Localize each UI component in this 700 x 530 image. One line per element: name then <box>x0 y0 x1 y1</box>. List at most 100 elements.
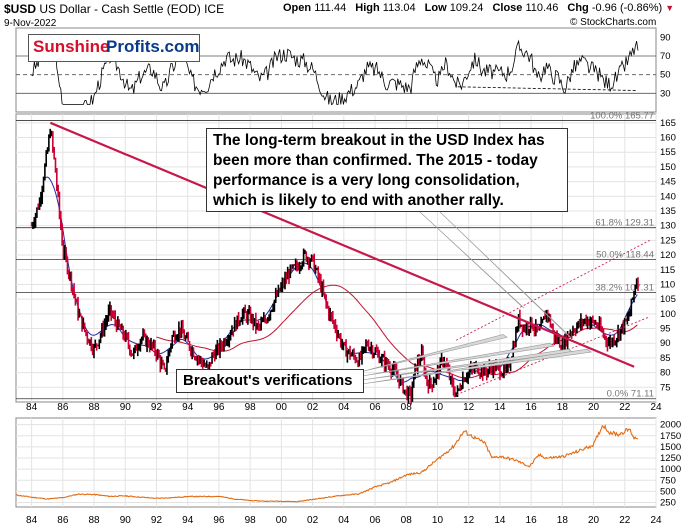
callout-line-4: which is likely to end with another rall… <box>213 192 504 209</box>
x-tick-label: 04 <box>338 515 350 526</box>
chart-header-row: $USD US Dollar - Cash Settle (EOD) ICE <box>4 2 224 16</box>
price-y-tick-label: 135 <box>660 206 676 217</box>
x-tick-label: 90 <box>120 402 132 413</box>
verification-pointer <box>361 348 574 381</box>
logo-part-profits: Profits.com <box>106 37 200 56</box>
x-tick-label: 12 <box>463 402 475 413</box>
price-y-tick-label: 120 <box>660 250 676 261</box>
exchange-label: ICE <box>204 2 225 16</box>
fibonacci-label: 0.0% 71.11 <box>607 389 654 400</box>
x-tick-label: 24 <box>650 515 662 526</box>
x-tick-label: 00 <box>276 402 288 413</box>
callout-line-1: The long-term breakout in the USD Index … <box>213 132 545 149</box>
price-y-tick-label: 90 <box>660 338 671 349</box>
watermark: © StockCharts.com <box>570 17 657 28</box>
x-tick-label: 86 <box>57 402 69 413</box>
rsi-y-tick-label: 70 <box>660 51 671 62</box>
x-tick-label: 18 <box>557 515 569 526</box>
x-tick-label: 20 <box>588 402 600 413</box>
chg-label: Chg <box>567 2 589 14</box>
open-label: Open <box>283 2 312 14</box>
x-tick-label: 12 <box>463 515 475 526</box>
rsi-y-tick-label: 30 <box>660 88 671 99</box>
price-y-tick-label: 115 <box>660 265 675 276</box>
fibonacci-label: 38.2% 107.31 <box>595 282 654 293</box>
x-tick-label: 90 <box>120 515 132 526</box>
gold-y-tick-label: 750 <box>660 475 676 486</box>
close-value: 110.46 <box>525 2 559 14</box>
price-y-tick-label: 100 <box>660 309 676 320</box>
x-tick-label: 10 <box>432 515 444 526</box>
price-y-tick-label: 85 <box>660 353 671 364</box>
price-y-tick-label: 110 <box>660 279 675 290</box>
x-tick-label: 06 <box>369 402 381 413</box>
x-tick-label: 14 <box>494 515 506 526</box>
verification-pointer <box>359 334 508 373</box>
price-y-tick-label: 105 <box>660 294 676 305</box>
gold-y-tick-label: 1250 <box>660 453 681 464</box>
logo-part-sunshine: Sunshine <box>33 37 110 56</box>
x-tick-label: 84 <box>26 402 38 413</box>
x-tick-label: 02 <box>307 515 319 526</box>
verifications-callout: Breakout's verifications <box>176 369 364 393</box>
callout-line-3: performance is a very long consolidation… <box>213 172 520 189</box>
callout-line-2: been more than confirmed. The 2015 - tod… <box>213 152 538 169</box>
price-y-tick-label: 140 <box>660 191 676 202</box>
price-y-tick-label: 95 <box>660 324 671 335</box>
x-tick-label: 24 <box>650 402 662 413</box>
x-tick-label: 22 <box>619 515 631 526</box>
price-y-tick-label: 165 <box>660 118 676 129</box>
verification-pointer <box>361 342 555 377</box>
fibonacci-label: 61.8% 129.31 <box>595 218 654 229</box>
price-y-tick-label: 155 <box>660 147 676 158</box>
x-tick-label: 96 <box>213 402 225 413</box>
gold-line <box>15 423 639 503</box>
x-tick-label: 10 <box>432 402 444 413</box>
price-y-tick-label: 150 <box>660 162 676 173</box>
x-tick-label: 92 <box>151 402 163 413</box>
x-tick-label: 16 <box>526 402 538 413</box>
price-y-tick-label: 125 <box>660 235 676 246</box>
fibonacci-label: 100.0% 165.77 <box>590 111 654 122</box>
gold-panel-frame <box>15 417 657 508</box>
fibonacci-label: 50.0% 118.44 <box>596 250 654 261</box>
x-tick-label: 04 <box>338 402 350 413</box>
x-tick-label: 94 <box>182 402 194 413</box>
down-triangle-icon: ▼ <box>665 3 675 13</box>
high-value: 113.04 <box>382 2 416 14</box>
x-tick-label: 06 <box>369 515 381 526</box>
chart-date: 9-Nov-2022 <box>4 18 57 29</box>
low-value: 109.24 <box>449 2 484 14</box>
x-tick-label: 88 <box>88 515 100 526</box>
ohlc-row: Open 111.44 High 113.04 Low 109.24 Close… <box>283 2 674 14</box>
x-tick-label: 96 <box>213 515 225 526</box>
x-tick-label: 02 <box>307 402 319 413</box>
gold-y-tick-label: 500 <box>660 486 676 497</box>
x-tick-label: 88 <box>88 402 100 413</box>
channel-lower-line <box>452 316 650 397</box>
chg-value: -0.96 (-0.86%) <box>591 2 663 14</box>
gold-y-tick-label: 1500 <box>660 442 681 453</box>
channel-upper-line <box>455 239 650 341</box>
x-tick-label: 92 <box>151 515 163 526</box>
x-tick-label: 00 <box>276 515 288 526</box>
rsi-panel-frame <box>15 27 657 113</box>
x-tick-label: 14 <box>494 402 506 413</box>
close-label: Close <box>492 2 523 14</box>
x-tick-label: 22 <box>619 402 631 413</box>
trendline-declining <box>49 121 635 368</box>
x-tick-label: 16 <box>526 515 538 526</box>
x-tick-label: 08 <box>401 515 413 526</box>
gold-y-tick-label: 250 <box>660 498 676 509</box>
gold-y-tick-label: 1000 <box>660 464 681 475</box>
price-y-tick-label: 145 <box>660 177 676 188</box>
x-tick-label: 98 <box>245 402 257 413</box>
high-label: High <box>355 2 380 14</box>
verification-pointer <box>361 348 593 385</box>
breakout-callout: The long-term breakout in the USD Index … <box>206 128 568 212</box>
rsi-line <box>31 39 639 106</box>
callout-pointer <box>439 211 572 338</box>
rsi-y-tick-label: 90 <box>660 32 671 43</box>
gold-y-tick-label: 1750 <box>660 431 681 442</box>
